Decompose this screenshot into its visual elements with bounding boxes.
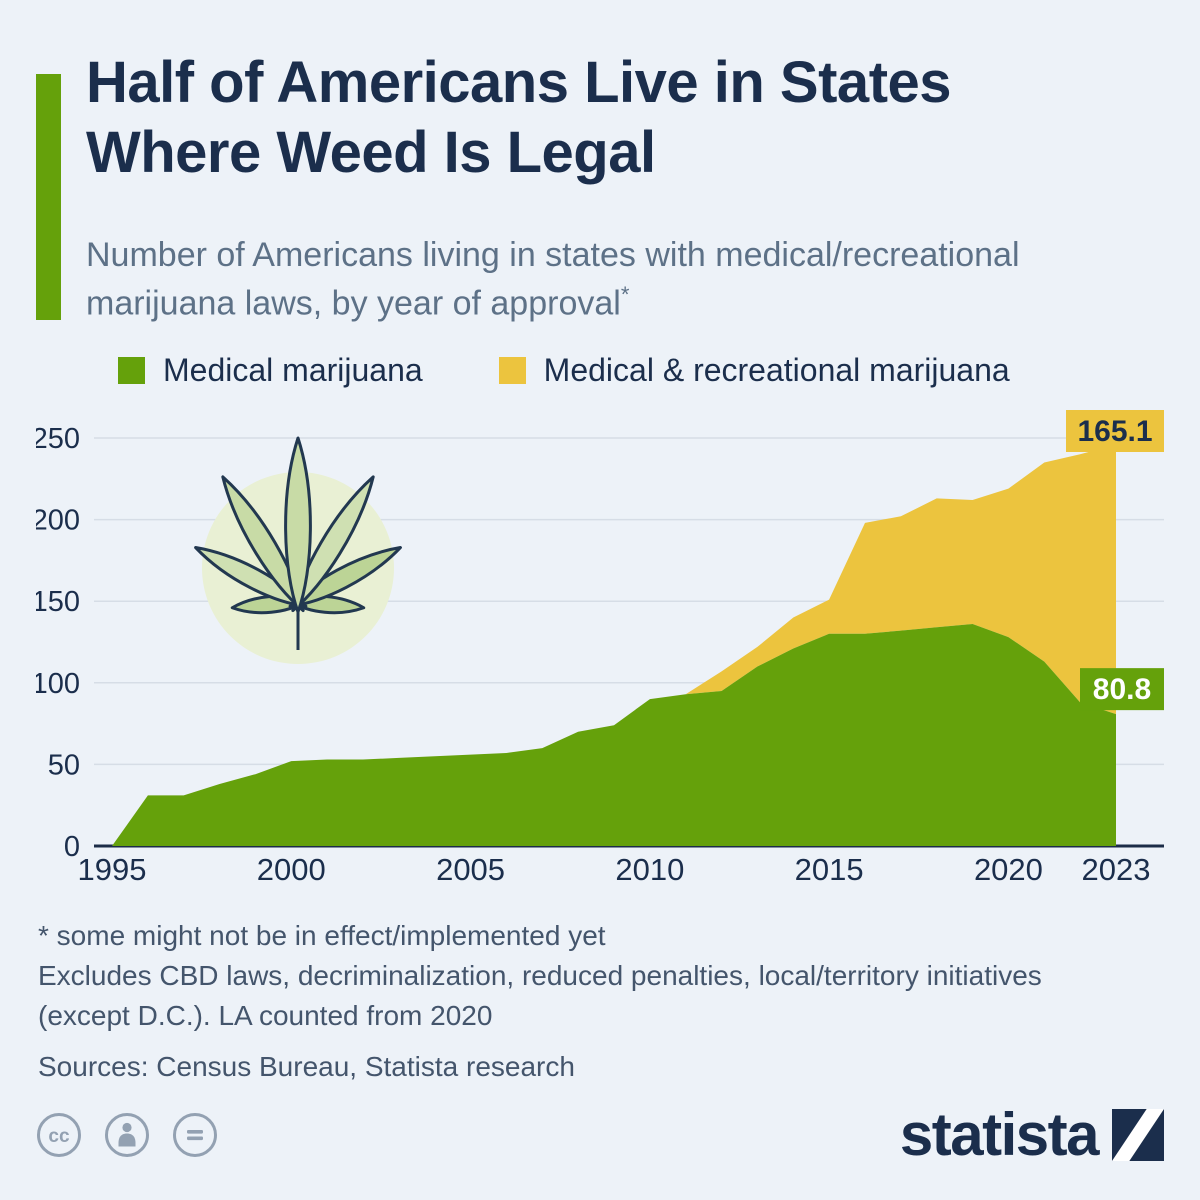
svg-text:80.8: 80.8 xyxy=(1093,673,1151,706)
svg-text:2000: 2000 xyxy=(257,852,326,886)
svg-text:cc: cc xyxy=(48,1126,70,1147)
brand-row: cc statista xyxy=(36,1100,1164,1169)
legend-swatch-recreational xyxy=(498,357,526,384)
title-line-1: Half of Americans Live in States xyxy=(86,50,952,115)
svg-text:250: 250 xyxy=(36,423,80,455)
title-accent-bar xyxy=(36,74,61,320)
area-series xyxy=(112,444,1116,846)
value-labels: 165.1 80.8 xyxy=(1066,410,1164,711)
footnote-marker: * xyxy=(620,281,630,307)
svg-text:1995: 1995 xyxy=(78,852,147,886)
creative-commons-icon: cc xyxy=(37,1112,81,1157)
xaxis-labels: 1995 2000 2005 2010 2015 2020 2023 xyxy=(78,852,1151,887)
svg-text:100: 100 xyxy=(36,668,80,700)
chart-subtitle: Number of Americans living in states wit… xyxy=(86,232,1026,328)
sources-line: Sources: Census Bureau, Statista researc… xyxy=(38,1051,575,1083)
legend-label-medical: Medical marijuana xyxy=(163,352,423,388)
chart-subtitle-text: Number of Americans living in states wit… xyxy=(86,236,1020,322)
svg-text:150: 150 xyxy=(36,586,80,618)
legend-swatch-medical xyxy=(118,357,145,384)
svg-text:2020: 2020 xyxy=(974,852,1043,886)
legend-item-medical: Medical marijuana xyxy=(118,352,423,389)
statista-wordmark: statista xyxy=(899,1101,1100,1168)
svg-text:2015: 2015 xyxy=(795,852,864,886)
footnote-line: * some might not be in effect/implemente… xyxy=(38,920,606,951)
svg-text:2010: 2010 xyxy=(615,852,684,886)
svg-text:2005: 2005 xyxy=(436,852,505,886)
stacked-area-chart: 0 50 100 150 200 250 1995 2000 2005 2010 2015 2020… xyxy=(32,408,1164,887)
footnotes: * some might not be in effect/implemente… xyxy=(38,916,1042,1087)
statista-branding: statista xyxy=(900,1100,1164,1169)
footnote-line: Excludes CBD laws, decriminalization, re… xyxy=(38,959,1042,991)
svg-text:200: 200 xyxy=(36,505,80,537)
equals-icon xyxy=(173,1112,217,1157)
statista-logo-icon xyxy=(1112,1108,1164,1161)
legend-item-recreational: Medical & recreational marijuana xyxy=(498,352,1010,389)
svg-text:165.1: 165.1 xyxy=(1077,415,1152,448)
license-icons: cc xyxy=(36,1112,218,1158)
svg-text:2023: 2023 xyxy=(1082,852,1151,886)
svg-text:0: 0 xyxy=(64,831,80,863)
title-line-2: Where Weed Is Legal xyxy=(86,120,656,186)
legend-label-recreational: Medical & recreational marijuana xyxy=(543,352,1010,388)
legend: Medical marijuana Medical & recreational… xyxy=(118,352,1010,389)
cannabis-leaf-illustration xyxy=(194,436,402,664)
attribution-person-icon xyxy=(105,1112,149,1157)
svg-text:50: 50 xyxy=(48,749,80,781)
footnote-line: (except D.C.). LA counted from 2020 xyxy=(38,999,493,1031)
page-title: Half of Americans Live in States Where W… xyxy=(86,48,952,188)
